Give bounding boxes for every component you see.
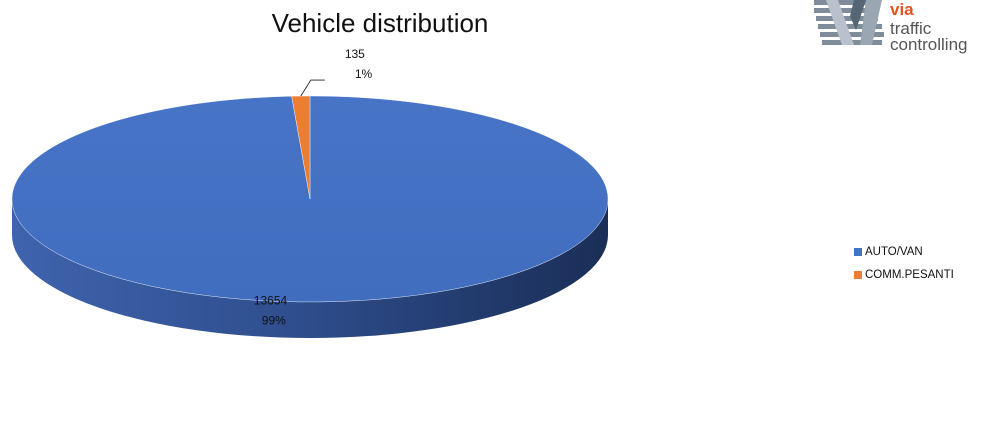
legend-swatch-comm-pesanti: [854, 270, 862, 279]
legend-item-auto-van: AUTO/VAN: [854, 244, 954, 259]
pie-data-labels: 13654 99% 135 1%: [254, 47, 373, 327]
pie-slice-comm-pesanti: [291, 95, 311, 200]
chart-title: Vehicle distribution: [271, 8, 489, 38]
legend-label-comm-pesanti: COMM.PESANTI: [865, 268, 954, 281]
logo: via traffic controlling: [808, 0, 993, 56]
logo-mark-icon: [814, 0, 884, 45]
logo-text-traffic: traffic: [890, 19, 932, 38]
legend-swatch-auto-van: [854, 247, 862, 256]
pie-side-wall: [12, 199, 608, 338]
legend-item-comm-pesanti: COMM.PESANTI: [854, 267, 954, 282]
legend: AUTO/VAN COMM.PESANTI: [854, 244, 954, 290]
logo-text-controlling: controlling: [890, 35, 968, 54]
leader-line-comm-pesanti: [300, 79, 325, 97]
logo-text-via: via: [890, 0, 914, 19]
pie-side-wall-path: [12, 199, 608, 338]
pie-top-face: [11, 95, 609, 303]
data-label-comm-pesanti: 135 1%: [345, 47, 373, 81]
data-label-auto-van: 13654 99%: [254, 294, 288, 328]
legend-label-auto-van: AUTO/VAN: [865, 245, 923, 258]
